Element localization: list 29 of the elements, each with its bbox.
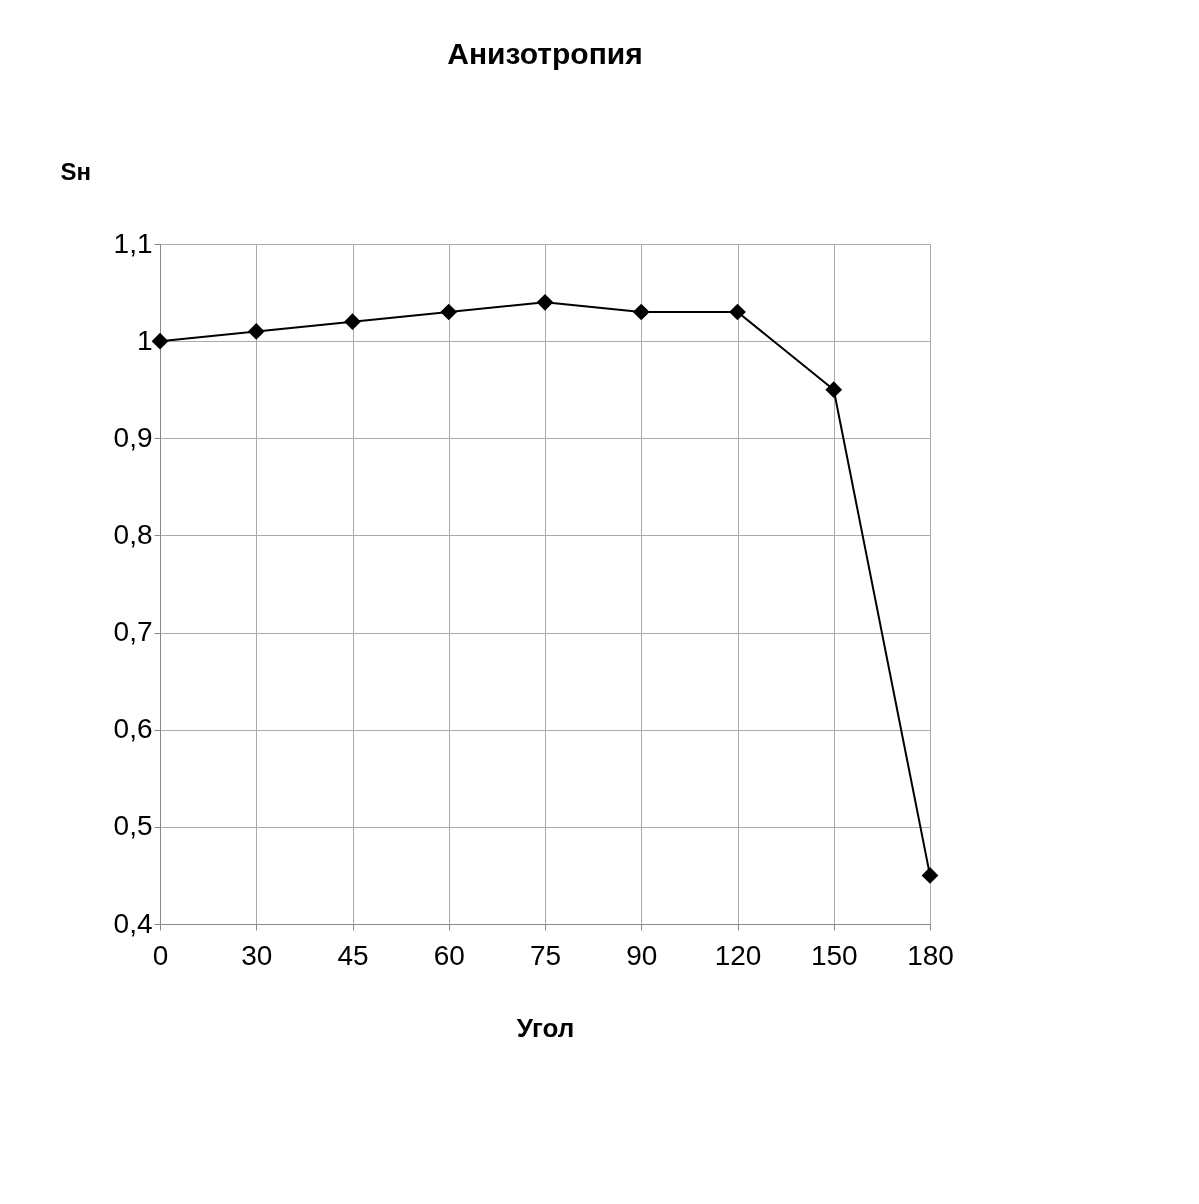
y-tick-label: 1 bbox=[136, 324, 153, 356]
point bbox=[247, 323, 265, 340]
y-tick-label: 1,1 bbox=[113, 227, 153, 259]
point bbox=[536, 293, 554, 311]
y-tick-label: 0,4 bbox=[113, 907, 153, 939]
x-tick-label: 45 bbox=[337, 939, 369, 971]
point bbox=[151, 332, 169, 350]
x-tick-label: 180 bbox=[907, 939, 954, 971]
x-tick-label: 60 bbox=[433, 939, 465, 971]
point bbox=[825, 381, 843, 399]
x-tick-label: 0 bbox=[152, 939, 169, 971]
y-tick-label: 0,6 bbox=[113, 713, 153, 745]
x-tick-label: 75 bbox=[529, 939, 562, 971]
point bbox=[344, 313, 361, 331]
y-tick-label: 0,8 bbox=[113, 518, 153, 550]
x-tick-label: 150 bbox=[810, 939, 858, 971]
y-tick-label: 0,5 bbox=[113, 810, 153, 842]
y-tick-label: 0,7 bbox=[113, 616, 153, 648]
chart-title: Анизотропия bbox=[447, 37, 643, 70]
point bbox=[440, 303, 458, 321]
point bbox=[632, 303, 650, 321]
x-tick-label: 120 bbox=[714, 939, 762, 971]
x-tick-label: 90 bbox=[626, 939, 658, 971]
x-axis-title: Угол bbox=[516, 1012, 575, 1043]
x-tick-label: 30 bbox=[241, 939, 273, 971]
y-tick-label: 0,9 bbox=[113, 421, 153, 453]
point bbox=[921, 867, 939, 884]
y-axis-title: Sн bbox=[60, 157, 92, 185]
point bbox=[729, 303, 746, 321]
